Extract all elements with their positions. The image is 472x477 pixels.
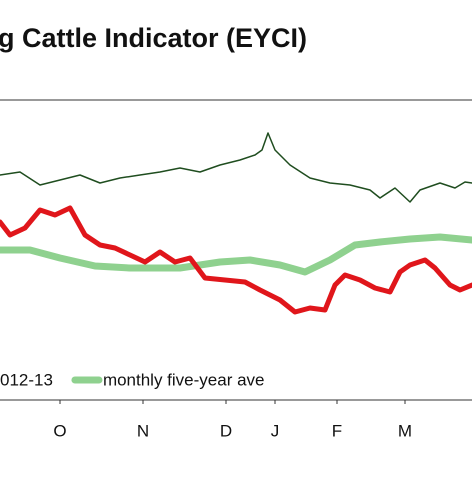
series-line [0, 205, 472, 315]
x-tick-label: D [220, 421, 232, 440]
series-line [0, 233, 472, 276]
x-tick-label: M [398, 421, 412, 440]
chart-title: g Cattle Indicator (EYCI) [0, 23, 307, 53]
x-tick-label: N [137, 421, 149, 440]
x-tick-label: F [332, 421, 342, 440]
legend-label: monthly five-year ave [103, 370, 265, 389]
x-tick-label: J [271, 421, 280, 440]
legend-label: 012-13 [0, 370, 53, 389]
series-line [0, 132, 472, 203]
x-tick-label: O [53, 421, 66, 440]
